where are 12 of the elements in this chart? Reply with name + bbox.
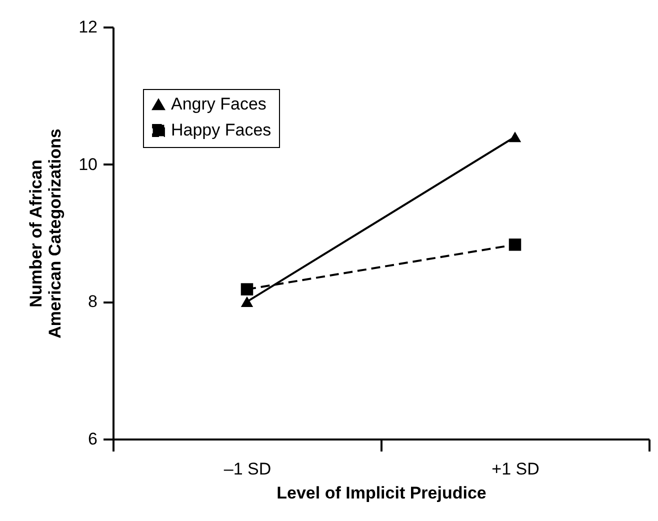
point (508, 238, 522, 251)
y-axis-title: Number of African American Categorizations (26, 128, 65, 338)
x-tick-label: –1 SD (224, 460, 272, 478)
y-tick-label: 10 (78, 154, 98, 174)
y-tick-label: 6 (88, 430, 98, 448)
legend-label: Angry Faces (171, 94, 266, 114)
x-tick-label: +1 SD (492, 460, 540, 478)
legend-label: Happy Faces (171, 120, 272, 140)
point (240, 283, 254, 296)
y-tick-label: 12 (78, 18, 98, 36)
y-tick-label: 8 (88, 292, 98, 312)
x-axis-title: Level of Implicit Prejudice (276, 484, 486, 502)
